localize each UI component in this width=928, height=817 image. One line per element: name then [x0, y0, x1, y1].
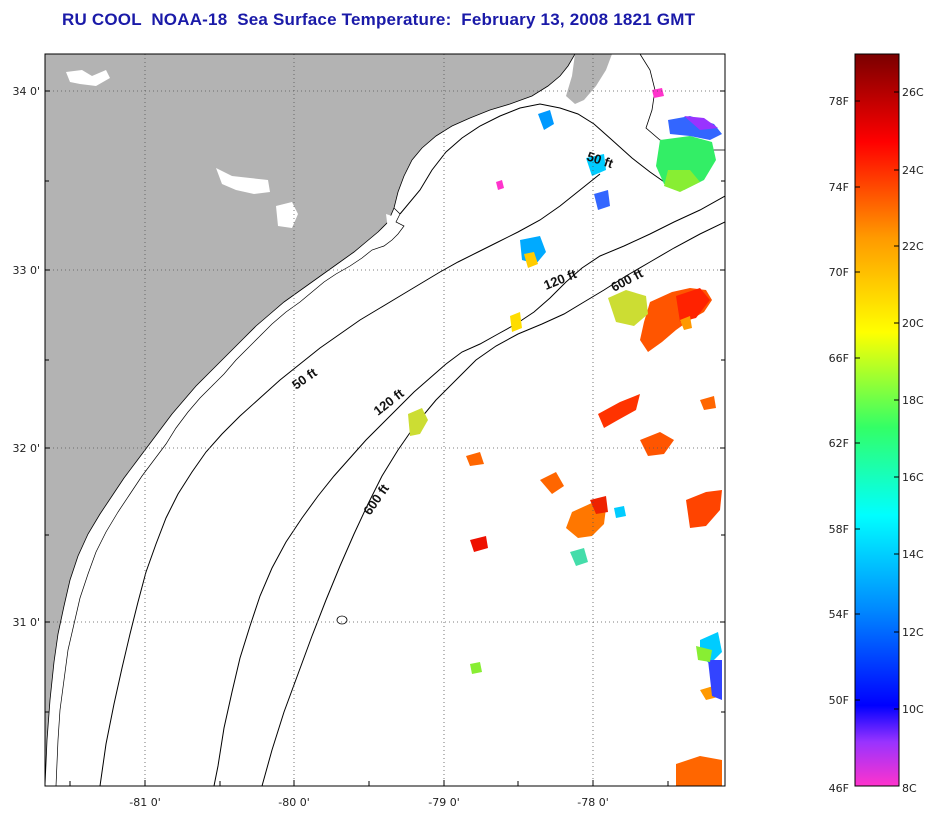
colorbar-f-74: 74F — [829, 181, 849, 194]
colorbar-c-8: 8C — [902, 782, 917, 795]
inland-patch — [66, 70, 110, 86]
colorbar-f-78: 78F — [829, 95, 849, 108]
colorbar-f-62: 62F — [829, 437, 849, 450]
inland-patch — [216, 168, 270, 194]
map-border — [44, 53, 726, 787]
colorbar-c-18: 18C — [902, 394, 924, 407]
colorbar-f-70: 70F — [829, 266, 849, 279]
seamount-contour — [336, 615, 348, 625]
colorbar-c-16: 16C — [902, 471, 924, 484]
lat-label-34: 34 0' — [12, 85, 40, 98]
colorbar-f-58: 58F — [829, 523, 849, 536]
colorbar-c-14: 14C — [902, 548, 924, 561]
inland-patch — [276, 202, 298, 228]
map-title: RU COOL NOAA-18 Sea Surface Temperature:… — [62, 10, 696, 29]
colorbar-c-10: 10C — [902, 703, 924, 716]
colorbar-f-46: 46F — [829, 782, 849, 795]
inland-patch — [386, 214, 410, 256]
colorbar-f-54: 54F — [829, 608, 849, 621]
temperature-colorbar — [854, 53, 900, 787]
lon-label-79: -79 0' — [428, 796, 460, 809]
colorbar-c-24: 24C — [902, 164, 924, 177]
lon-label-80: -80 0' — [278, 796, 310, 809]
colorbar-f-50: 50F — [829, 694, 849, 707]
depth-contour-120ft — [213, 195, 725, 786]
lat-label-33: 33 0' — [12, 264, 40, 277]
lon-label-78: -78 0' — [577, 796, 609, 809]
lat-lon-grid — [45, 54, 725, 786]
land-mass — [45, 54, 576, 786]
sst-patches — [408, 88, 722, 786]
land-northeast-grey — [566, 54, 612, 104]
lat-label-32: 32 0' — [12, 442, 40, 455]
coastline-detail — [55, 207, 405, 786]
colorbar-c-20: 20C — [902, 317, 924, 330]
map-ticks — [45, 90, 725, 786]
depth-contour-600ft — [261, 221, 725, 786]
colorbar-f-66: 66F — [829, 352, 849, 365]
colorbar-c-26: 26C — [902, 86, 924, 99]
colorbar-c-12: 12C — [902, 626, 924, 639]
colorbar-c-22: 22C — [902, 240, 924, 253]
colorbar-ticks — [855, 91, 899, 710]
lon-label-81: -81 0' — [129, 796, 161, 809]
lat-label-31: 31 0' — [12, 616, 40, 629]
